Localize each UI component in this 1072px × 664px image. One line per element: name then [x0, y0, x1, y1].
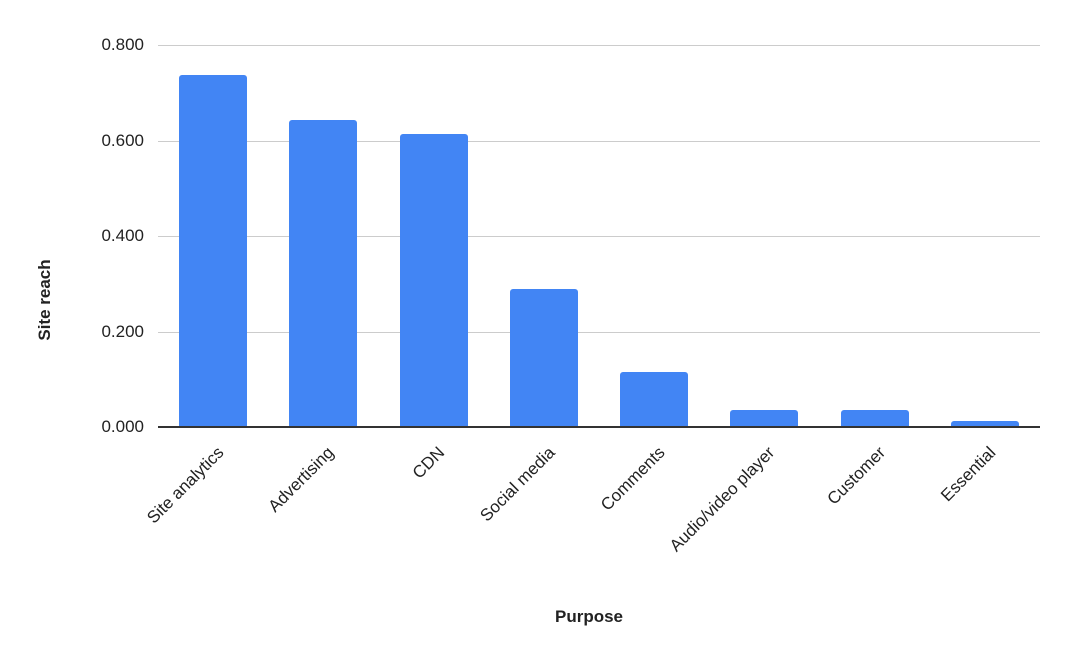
x-tick-label: Advertising: [264, 442, 338, 516]
bar-social-media[interactable]: [510, 289, 578, 427]
x-axis-label: Purpose: [555, 607, 624, 626]
bar-comments[interactable]: [620, 372, 688, 427]
x-axis-baseline: [158, 426, 1040, 428]
bar-audio-video-player[interactable]: [730, 410, 798, 427]
bar-site-analytics[interactable]: [179, 75, 247, 427]
gridline: [158, 45, 1040, 46]
x-tick-label: Social media: [476, 442, 559, 526]
gridline: [158, 236, 1040, 237]
x-tick-label: Comments: [597, 442, 669, 515]
x-tick-label: CDN: [408, 442, 449, 483]
bar-cdn[interactable]: [400, 134, 468, 427]
y-tick-label: 0.600: [101, 131, 144, 150]
bar-advertising[interactable]: [289, 120, 357, 427]
y-axis-label: Site reach: [35, 259, 54, 341]
bar-customer[interactable]: [841, 410, 909, 427]
y-tick-label: 0.800: [101, 35, 144, 54]
x-tick-label: Essential: [937, 442, 1000, 506]
y-tick-label: 0.400: [101, 226, 144, 245]
x-tick-label: Site analytics: [143, 442, 228, 528]
gridline: [158, 141, 1040, 142]
y-tick-label: 0.000: [101, 417, 144, 436]
bar-essential[interactable]: [951, 421, 1019, 427]
x-tick-label: Customer: [823, 442, 890, 509]
gridline: [158, 332, 1040, 333]
y-tick-label: 0.200: [101, 322, 144, 341]
x-tick-label: Audio/video player: [665, 442, 779, 556]
